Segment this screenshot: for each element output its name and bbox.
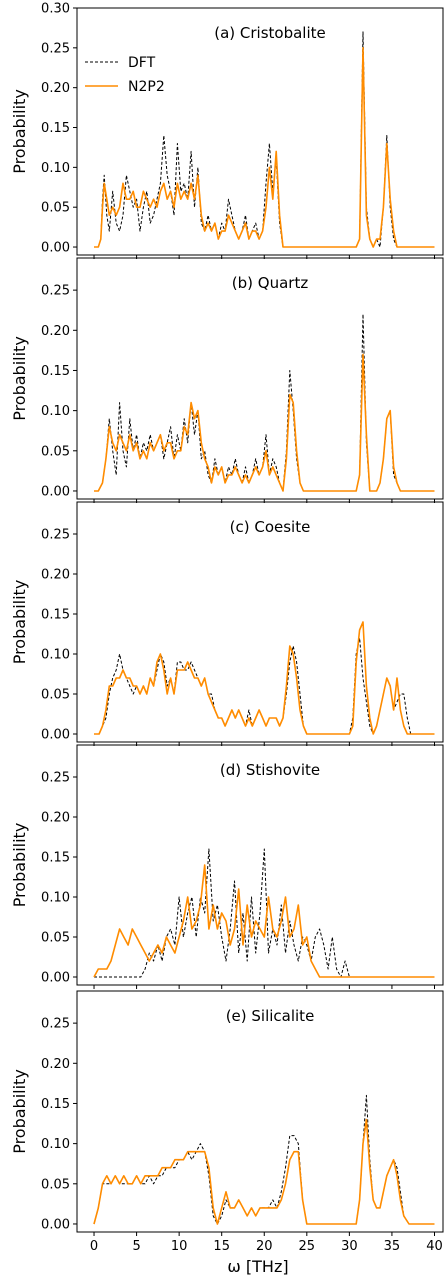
series-n2p2-line [94, 46, 435, 248]
y-tick-label: 0.00 [41, 971, 70, 986]
x-axis-label: ω [THz] [227, 1257, 288, 1276]
y-tick-label: 0.00 [41, 728, 70, 743]
y-tick-label: 0.10 [41, 1137, 70, 1152]
series-n2p2-line [93, 1118, 435, 1225]
plot-frame [76, 257, 444, 500]
panel-title: (b) Quartz [232, 274, 309, 292]
x-tick-label: 35 [384, 1239, 401, 1254]
legend: DFT N2P2 [85, 55, 165, 95]
panel-2: 0.00 0.05 0.10 0.15 0.20 0.25 (b) Quartz Probab… [10, 257, 444, 503]
y-axis-label: Probability [10, 580, 29, 665]
series-dft-line [94, 637, 435, 735]
y-tick-label: 0.15 [41, 608, 70, 623]
y-tick-label: 0.05 [41, 1177, 70, 1192]
x-tick-label: 10 [171, 1239, 188, 1254]
panel-title: (c) Coesite [230, 518, 311, 536]
y-axis-label: Probability [10, 823, 29, 908]
y-tick-label: 0.00 [41, 1217, 70, 1232]
y-tick-label: 0.10 [41, 404, 70, 419]
y-tick-label: 0.00 [41, 484, 70, 499]
x-tick-label: 30 [341, 1239, 358, 1254]
series-n2p2-line [93, 864, 435, 978]
x-tick-label: 0 [90, 1239, 98, 1254]
y-tick-label: 0.15 [41, 121, 70, 136]
y-tick-label: 0.25 [41, 284, 70, 299]
y-tick-label: 0.15 [41, 364, 70, 379]
y-tick-label: 0.30 [41, 2, 70, 17]
panel-title: (e) Silicalite [226, 1007, 315, 1025]
panel-5: 0.00 0.05 0.10 0.15 0.20 0.25 0 5 10 15 20 25 30 35 40… [10, 990, 444, 1254]
y-axis-label: Probability [10, 1069, 29, 1154]
plot-frame [76, 7, 444, 256]
plot-frame [76, 501, 444, 743]
panel-title: (d) Stishovite [220, 761, 320, 779]
y-tick-label: 0.25 [41, 41, 70, 56]
y-tick-label: 0.10 [41, 161, 70, 176]
plot-frame [76, 990, 444, 1233]
series-n2p2-line [94, 353, 435, 492]
series-dft-line [93, 1094, 435, 1225]
x-tick-label: 40 [426, 1239, 443, 1254]
y-tick-label: 0.05 [41, 444, 70, 459]
panel-title: (a) Cristobalite [214, 24, 326, 42]
series-dft-line [94, 313, 435, 492]
x-tick-label: 15 [213, 1239, 230, 1254]
y-tick-label: 0.15 [41, 1097, 70, 1112]
series-n2p2-line [94, 621, 435, 735]
panel-1: 0.00 0.05 0.10 0.15 0.20 0.25 0.30 (a) Cristoba… [10, 2, 444, 259]
x-tick-label: 5 [132, 1239, 140, 1254]
y-tick-label: 0.05 [41, 931, 70, 946]
y-tick-label: 0.10 [41, 648, 70, 663]
y-tick-label: 0.25 [41, 1017, 70, 1032]
y-tick-label: 0.20 [41, 1057, 70, 1072]
series-dft-line [94, 848, 435, 978]
panels: 0.00 0.05 0.10 0.15 0.20 0.25 0.30 (a) Cristoba… [10, 2, 444, 1254]
y-tick-label: 0.20 [41, 324, 70, 339]
y-tick-label: 0.05 [41, 688, 70, 703]
plot-frame [76, 744, 444, 986]
y-tick-label: 0.25 [41, 528, 70, 543]
panel-3: 0.00 0.05 0.10 0.15 0.20 0.25 (c) Coesite Proba… [10, 501, 444, 746]
y-tick-label: 0.05 [41, 201, 70, 216]
y-axis-label: Probability [10, 89, 29, 174]
y-tick-label: 0.20 [41, 81, 70, 96]
x-tick-label: 20 [256, 1239, 273, 1254]
x-tick-label: 25 [299, 1239, 316, 1254]
y-axis-label: Probability [10, 336, 29, 421]
y-tick-label: 0.15 [41, 851, 70, 866]
legend-label-n2p2: N2P2 [128, 79, 165, 95]
panel-4: 0.00 0.05 0.10 0.15 0.20 0.25 (d) Stishovite Pr… [10, 744, 444, 989]
y-tick-label: 0.00 [41, 241, 70, 256]
y-tick-label: 0.20 [41, 568, 70, 583]
y-tick-label: 0.25 [41, 771, 70, 786]
y-tick-label: 0.10 [41, 891, 70, 906]
y-tick-label: 0.20 [41, 811, 70, 826]
legend-label-dft: DFT [128, 55, 156, 71]
